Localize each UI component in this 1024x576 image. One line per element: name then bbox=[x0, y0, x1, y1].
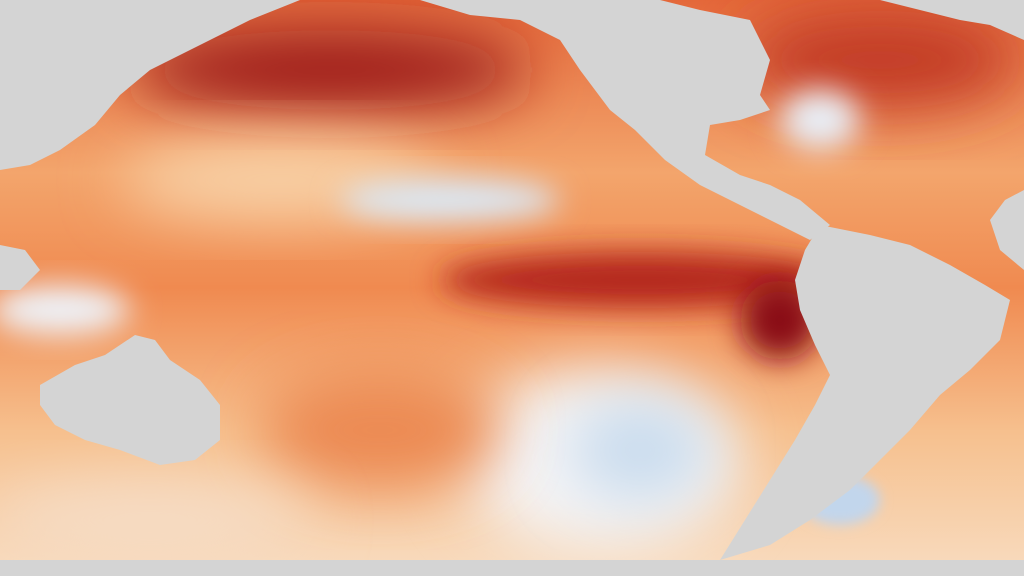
warm-anomaly bbox=[130, 30, 530, 110]
greenland bbox=[880, 0, 1024, 40]
cool-anomaly bbox=[780, 90, 860, 150]
africa bbox=[990, 190, 1024, 270]
warm-anomaly bbox=[260, 370, 500, 490]
cool-anomaly bbox=[570, 400, 710, 500]
cool-anomaly bbox=[340, 178, 560, 222]
north-america bbox=[420, 0, 830, 240]
warm-anomaly bbox=[740, 10, 1020, 110]
antarctica bbox=[0, 560, 1024, 576]
australia bbox=[40, 335, 220, 465]
southeast-asia bbox=[0, 245, 40, 290]
asia bbox=[0, 0, 300, 170]
south-america bbox=[720, 225, 1010, 560]
neutral-anomaly bbox=[0, 480, 310, 560]
cool-anomaly bbox=[0, 285, 130, 335]
warm-anomaly bbox=[440, 252, 840, 308]
